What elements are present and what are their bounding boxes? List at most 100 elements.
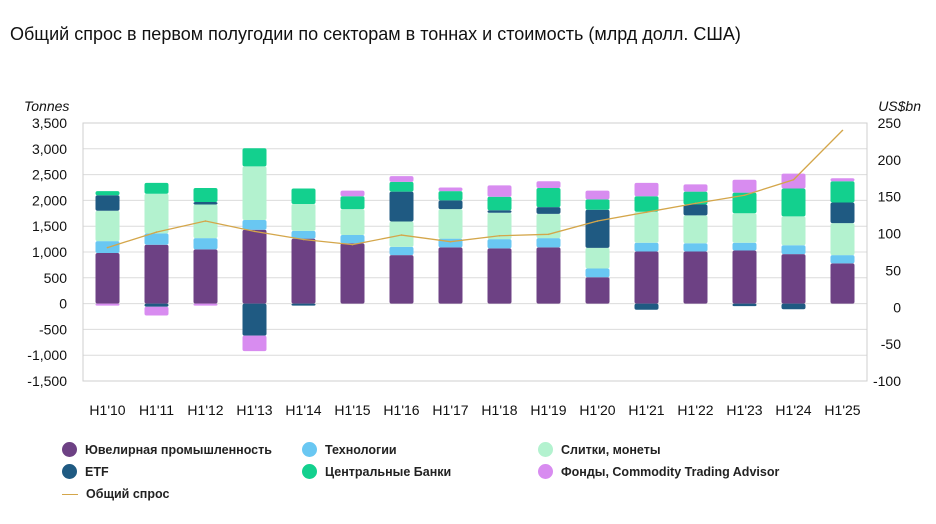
bar-segment: [95, 191, 120, 196]
x-tick-label: H1'25: [824, 402, 860, 418]
bar-segment: [487, 185, 512, 197]
y-left-tick-label: 0: [59, 296, 67, 312]
bar-segment: [536, 238, 561, 248]
legend-item-bars-coins: Слитки, монеты: [538, 442, 661, 457]
total-demand-point: [841, 129, 844, 132]
bar-segment: [389, 191, 414, 222]
x-tick-label: H1'14: [285, 402, 321, 418]
x-tick-label: H1'24: [775, 402, 811, 418]
y-left-tick-label: 3,500: [32, 115, 67, 131]
y-left-tick-label: 2,500: [32, 167, 67, 183]
bar-segment: [830, 223, 855, 256]
bar-segment: [95, 303, 120, 306]
bar-segment: [683, 191, 708, 205]
bar-segment: [95, 195, 120, 211]
total-demand-point: [694, 202, 697, 205]
legend-label-etf: ETF: [85, 464, 109, 479]
x-tick-label: H1'11: [139, 402, 174, 418]
total-demand-point: [547, 233, 550, 236]
total-demand-line: [107, 129, 843, 249]
total-demand-point: [498, 234, 501, 237]
legend-item-jewelry: Ювелирная промышленность: [62, 442, 272, 457]
bar-segment: [193, 249, 218, 304]
bar-segment: [144, 193, 169, 234]
bar-segment: [193, 238, 218, 250]
bar-segment: [781, 188, 806, 217]
bar-segment: [291, 188, 316, 205]
bar-segment: [340, 209, 365, 235]
bar-segment: [781, 173, 806, 189]
bar-segment: [585, 268, 610, 278]
total-demand-point: [351, 243, 354, 246]
bar-segment: [781, 303, 806, 310]
bar-segment: [634, 196, 659, 212]
bar-segment: [536, 188, 561, 208]
y-right-tick-label: -50: [881, 336, 901, 352]
bar-segment: [438, 191, 463, 201]
y-left-axis-label: Tonnes: [24, 98, 69, 114]
bar-segment: [732, 242, 757, 251]
legend-label-bars-coins: Слитки, монеты: [561, 442, 661, 457]
bar-segment: [193, 303, 218, 306]
y-left-tick-label: 3,000: [32, 141, 67, 157]
legend-item-central-banks: Центральные Банки: [302, 464, 451, 479]
bar-segment: [340, 190, 365, 197]
total-demand-point: [792, 178, 795, 181]
y-left-tick-label: -500: [39, 321, 67, 337]
x-tick-label: H1'10: [89, 402, 125, 418]
legend-item-total: Общий спрос: [62, 487, 169, 501]
total-demand-point: [155, 231, 158, 233]
bar-segment: [487, 248, 512, 304]
legend-swatch-etf: [62, 464, 77, 479]
bar-segment: [830, 181, 855, 203]
y-right-tick-label: 0: [893, 299, 901, 315]
bar-segment: [242, 166, 267, 221]
bar-segment: [144, 244, 169, 304]
bar-segment: [585, 277, 610, 304]
bar-segment: [634, 303, 659, 310]
bar-segment: [683, 251, 708, 304]
x-tick-label: H1'16: [383, 402, 419, 418]
bar-segment: [242, 303, 267, 336]
y-right-axis-label: US$bn: [878, 98, 921, 114]
bar-segment: [634, 251, 659, 304]
bar-segment: [95, 210, 120, 242]
bar-segment: [242, 220, 267, 230]
chart-title: Общий спрос в первом полугодии по сектор…: [10, 24, 741, 44]
bar-segment: [291, 230, 316, 239]
x-tick-label: H1'18: [481, 402, 517, 418]
bar-segment: [438, 247, 463, 304]
bar-segment: [634, 182, 659, 197]
bar-segment: [340, 196, 365, 210]
bar-segment: [193, 201, 218, 205]
total-demand-point: [106, 246, 109, 249]
total-demand-point: [596, 220, 599, 222]
x-tick-label: H1'23: [726, 402, 762, 418]
legend-label-technology: Технологии: [325, 442, 397, 457]
bar-segment: [438, 209, 463, 239]
bar-segment: [732, 250, 757, 304]
x-tick-label: H1'15: [334, 402, 370, 418]
bar-segment: [487, 239, 512, 249]
legend-swatch-bars-coins: [538, 442, 553, 457]
bar-segment: [389, 221, 414, 247]
bar-segment: [830, 263, 855, 304]
legend-swatch-jewelry: [62, 442, 77, 457]
legend: Ювелирная промышленность Технологии Слит…: [62, 438, 922, 518]
bar-segment: [193, 188, 218, 202]
total-demand-point: [743, 194, 746, 197]
legend-label-jewelry: Ювелирная промышленность: [85, 442, 272, 457]
x-tick-label: H1'19: [530, 402, 566, 418]
bar-segment: [732, 192, 757, 214]
legend-label-otc: Фонды, Commodity Trading Advisor: [561, 464, 780, 479]
total-demand-point: [204, 220, 207, 222]
bar-segment: [389, 176, 414, 182]
bar-segment: [144, 233, 169, 245]
bar-segment: [291, 303, 316, 306]
bar-segment: [340, 243, 365, 304]
y-right-tick-label: 100: [878, 226, 902, 242]
bar-segment: [144, 182, 169, 194]
bar-segment: [536, 207, 561, 214]
bar-segment: [487, 212, 512, 240]
bar-segment: [732, 179, 757, 193]
